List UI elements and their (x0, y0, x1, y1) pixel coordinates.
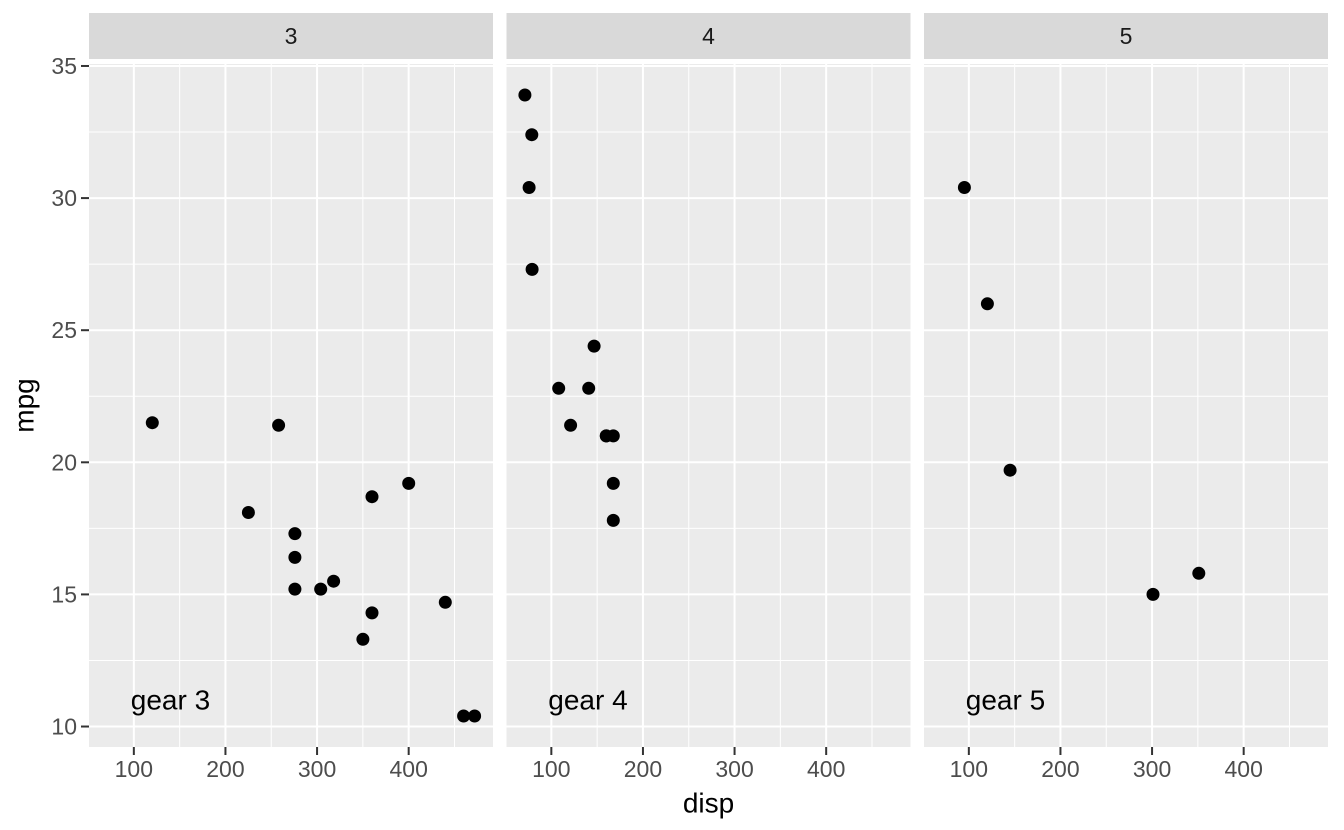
x-tick-label: 200 (624, 756, 662, 782)
strip-label-5: 5 (1120, 23, 1133, 49)
data-point (522, 181, 536, 194)
x-tick-label: 100 (532, 756, 570, 782)
y-axis: 10 15 20 25 30 35 (51, 53, 89, 740)
x-tick-label: 400 (389, 756, 427, 782)
facet-panel-4: 4 100 200 300 400 gear 4 (506, 13, 911, 782)
data-point (288, 582, 302, 596)
y-tick-label: 25 (51, 317, 77, 343)
y-tick-label: 20 (51, 449, 77, 475)
x-tick-label: 300 (715, 756, 753, 782)
data-point (587, 339, 601, 353)
data-point (1192, 566, 1206, 580)
data-point (582, 381, 596, 395)
y-tick-label: 30 (51, 185, 77, 211)
y-tick-label: 15 (51, 581, 77, 607)
x-axis-title: disp (683, 788, 734, 819)
data-point (606, 476, 620, 490)
facet-panel-3: 3 100 200 300 400 gear 3 (89, 13, 493, 782)
data-point (1003, 463, 1017, 477)
y-tick-label: 35 (51, 53, 77, 79)
strip-background (89, 13, 493, 59)
data-point (468, 709, 482, 723)
data-point (606, 513, 620, 527)
data-point (327, 574, 341, 588)
data-point (365, 490, 379, 504)
y-tick-label: 10 (51, 714, 77, 740)
data-point (145, 416, 159, 430)
x-tick-label: 100 (115, 756, 153, 782)
data-point (272, 418, 286, 432)
data-point (980, 297, 994, 311)
panel-background (924, 64, 1328, 747)
data-point (564, 418, 578, 432)
data-point (552, 381, 566, 395)
data-point (314, 582, 328, 596)
facet-annotation: gear 4 (548, 685, 627, 716)
data-point (1146, 587, 1160, 601)
data-point (606, 429, 620, 443)
facet-annotation: gear 3 (131, 685, 210, 716)
x-tick-label: 300 (298, 756, 336, 782)
facet-panel-5: 5 100 200 300 400 gear 5 (924, 13, 1328, 782)
x-tick-label: 100 (950, 756, 988, 782)
data-point (365, 606, 379, 620)
x-tick-label: 400 (807, 756, 845, 782)
data-point (525, 262, 539, 276)
data-point (402, 476, 416, 490)
strip-label-4: 4 (702, 23, 715, 49)
x-tick-label: 200 (1041, 756, 1079, 782)
data-point (438, 595, 452, 609)
data-point (518, 88, 532, 102)
strip-background (506, 13, 911, 59)
data-point (457, 709, 471, 723)
strip-background (924, 13, 1328, 59)
data-point (288, 550, 302, 564)
data-point (356, 632, 370, 646)
data-point (525, 128, 539, 142)
data-point (241, 506, 255, 519)
panel-background (506, 64, 911, 747)
data-point (957, 181, 971, 194)
y-axis-title: mpg (9, 378, 40, 432)
x-tick-label: 300 (1133, 756, 1171, 782)
facet-annotation: gear 5 (966, 685, 1045, 716)
x-tick-label: 400 (1224, 756, 1262, 782)
data-point (288, 527, 302, 541)
x-tick-label: 200 (206, 756, 244, 782)
strip-label-3: 3 (285, 23, 298, 49)
panel-background (89, 64, 493, 747)
